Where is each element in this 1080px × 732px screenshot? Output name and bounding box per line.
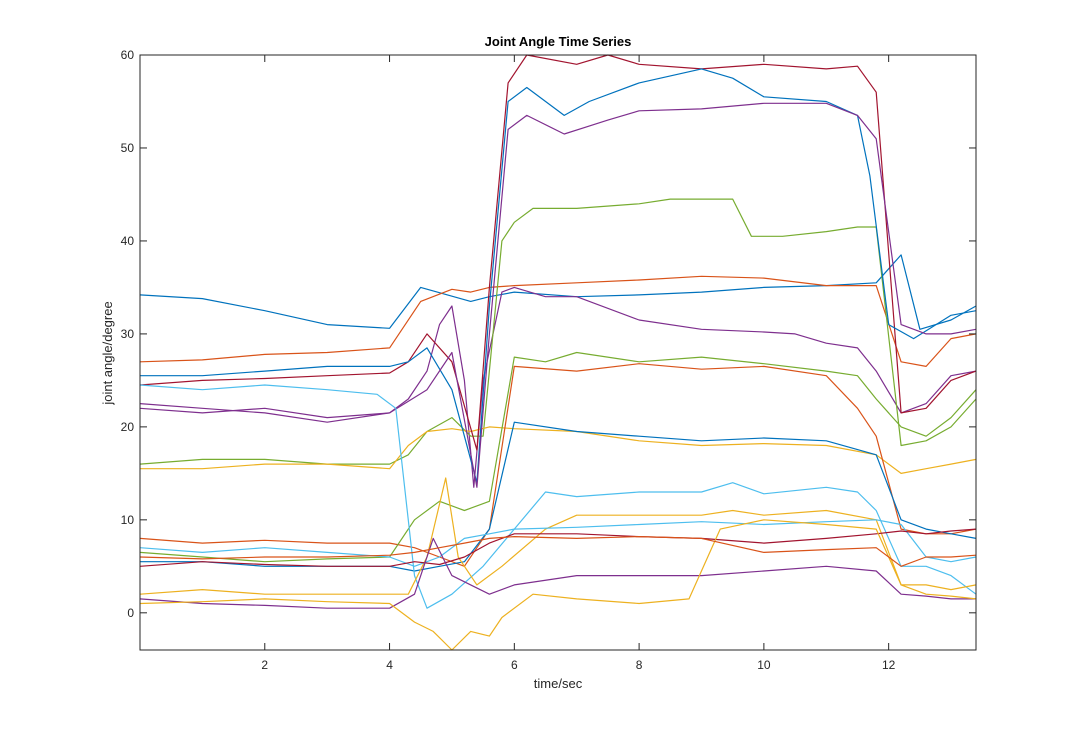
plot-area-frame <box>139 54 977 651</box>
series-line <box>139 535 977 567</box>
x-tick-label: 8 <box>636 658 643 672</box>
x-tick-label: 2 <box>261 658 268 672</box>
y-tick-label: 40 <box>121 234 135 248</box>
series-line <box>139 519 977 651</box>
y-tick-label: 10 <box>121 513 135 527</box>
series-line <box>139 477 977 595</box>
x-axis-label: time/sec <box>534 676 583 691</box>
x-tick-label: 4 <box>386 658 393 672</box>
plot-area-background <box>140 55 976 650</box>
y-tick-label: 0 <box>127 606 134 620</box>
y-tick-label: 30 <box>121 327 135 341</box>
series-line <box>139 519 977 567</box>
series-line <box>139 275 977 367</box>
series-layer <box>139 54 977 651</box>
x-tick-label: 6 <box>511 658 518 672</box>
series-line <box>139 384 977 609</box>
tick-layer: 2 4 6 8 10 12 0 10 20 30 40 50 60 <box>121 48 976 672</box>
series-line <box>139 54 977 451</box>
series-line <box>139 351 977 563</box>
series-line <box>140 426 977 474</box>
y-tick-label: 60 <box>121 48 135 62</box>
y-tick-label: 20 <box>121 420 135 434</box>
x-tick-label: 10 <box>757 658 771 672</box>
x-tick-label: 12 <box>882 658 896 672</box>
chart-title: Joint Angle Time Series <box>485 34 632 49</box>
series-line <box>139 537 976 609</box>
series-line <box>140 68 977 484</box>
y-tick-label: 50 <box>121 141 135 155</box>
series-line <box>139 528 977 567</box>
y-axis-label: joint angle/degree <box>100 301 115 405</box>
series-line <box>139 102 977 488</box>
